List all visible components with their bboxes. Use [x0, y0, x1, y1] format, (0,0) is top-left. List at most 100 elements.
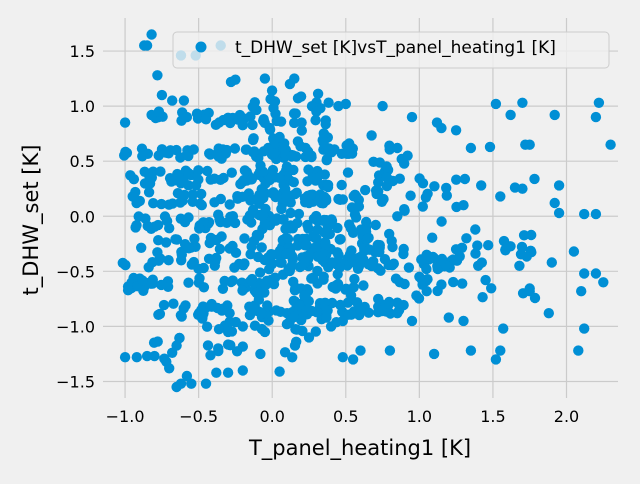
- scatter-point: [436, 122, 447, 134]
- scatter-point: [323, 143, 335, 154]
- y-axis-label: t_DHW_set [K]: [19, 145, 44, 296]
- scatter-point: [355, 304, 366, 316]
- scatter-point: [500, 244, 511, 255]
- scatter-point: [183, 168, 194, 179]
- scatter-point: [546, 257, 557, 268]
- scatter-point: [247, 204, 259, 216]
- scatter-point: [285, 207, 296, 219]
- scatter-point: [301, 239, 312, 250]
- scatter-point: [593, 97, 605, 109]
- scatter-point: [514, 260, 525, 271]
- scatter-point: [526, 229, 537, 241]
- scatter-point: [323, 97, 334, 108]
- scatter-point: [192, 113, 204, 124]
- scatter-point: [450, 244, 462, 255]
- scatter-point: [188, 144, 199, 155]
- scatter-point: [181, 370, 193, 382]
- scatter-point: [579, 208, 590, 220]
- scatter-point: [161, 356, 172, 367]
- scatter-point: [484, 141, 496, 153]
- scatter-point: [505, 109, 516, 121]
- scatter-point: [318, 271, 329, 282]
- scatter-point: [448, 276, 459, 288]
- scatter-point: [224, 243, 235, 254]
- scatter-point: [295, 141, 306, 152]
- scatter-point: [280, 183, 291, 195]
- scatter-point: [175, 178, 187, 189]
- scatter-point: [320, 119, 331, 130]
- scatter-point: [392, 211, 403, 222]
- scatter-point: [217, 283, 229, 294]
- scatter-point: [303, 332, 315, 343]
- scatter-point: [258, 115, 269, 126]
- scatter-point: [175, 197, 186, 208]
- scatter-point: [149, 350, 160, 362]
- scatter-point: [266, 85, 278, 96]
- scatter-point: [264, 124, 276, 135]
- scatter-point: [381, 161, 392, 172]
- scatter-point: [125, 170, 136, 181]
- scatter-point: [196, 304, 207, 316]
- scatter-point: [447, 254, 459, 265]
- scatter-point: [392, 142, 403, 154]
- scatter-point: [249, 320, 261, 331]
- scatter-point: [248, 302, 259, 313]
- scatter-point: [392, 297, 403, 308]
- scatter-point: [498, 323, 509, 334]
- scatter-point: [193, 165, 204, 176]
- scatter-point: [153, 309, 164, 320]
- scatter-point: [355, 345, 366, 356]
- x-tick-label: 0.0: [259, 407, 284, 426]
- scatter-point: [197, 313, 208, 324]
- scatter-point: [254, 267, 266, 278]
- scatter-point: [310, 326, 321, 337]
- scatter-point: [181, 111, 193, 123]
- scatter-point: [256, 308, 267, 319]
- scatter-point: [310, 115, 321, 126]
- scatter-point: [214, 243, 226, 255]
- scatter-point: [348, 282, 359, 293]
- scatter-point: [335, 194, 346, 205]
- scatter-point: [156, 198, 167, 210]
- scatter-point: [306, 305, 317, 317]
- scatter-point: [237, 285, 248, 296]
- scatter-point: [156, 89, 168, 101]
- scatter-point: [163, 199, 175, 210]
- scatter-point: [230, 74, 241, 85]
- scatter-point: [303, 164, 314, 175]
- scatter-point: [156, 279, 167, 291]
- scatter-point: [289, 340, 301, 351]
- scatter-point: [477, 292, 488, 303]
- scatter-point: [155, 253, 166, 264]
- scatter-point: [222, 339, 234, 350]
- y-tick-label: 1.0: [70, 97, 95, 116]
- scatter-point: [517, 97, 528, 109]
- scatter-point: [473, 260, 484, 271]
- scatter-point: [119, 117, 131, 128]
- scatter-point: [549, 197, 560, 209]
- scatter-point: [436, 216, 447, 227]
- scatter-point: [142, 220, 153, 232]
- scatter-point: [470, 224, 481, 235]
- scatter-point: [289, 189, 301, 200]
- scatter-point: [211, 149, 222, 160]
- scatter-point: [163, 255, 174, 266]
- scatter-point: [376, 305, 388, 317]
- scatter-point: [517, 183, 528, 194]
- scatter-point: [377, 100, 388, 112]
- scatter-point: [325, 321, 337, 332]
- scatter-point: [370, 219, 381, 231]
- scatter-point: [216, 305, 228, 316]
- legend-marker: [195, 41, 207, 53]
- scatter-point: [598, 277, 609, 288]
- scatter-point: [284, 265, 295, 277]
- scatter-point: [450, 125, 462, 136]
- scatter-point: [529, 173, 540, 185]
- scatter-point: [553, 207, 565, 219]
- scatter-point: [166, 176, 177, 187]
- scatter-point: [311, 173, 323, 184]
- scatter-point: [247, 119, 258, 131]
- scatter-point: [127, 191, 138, 202]
- scatter-point: [175, 310, 187, 321]
